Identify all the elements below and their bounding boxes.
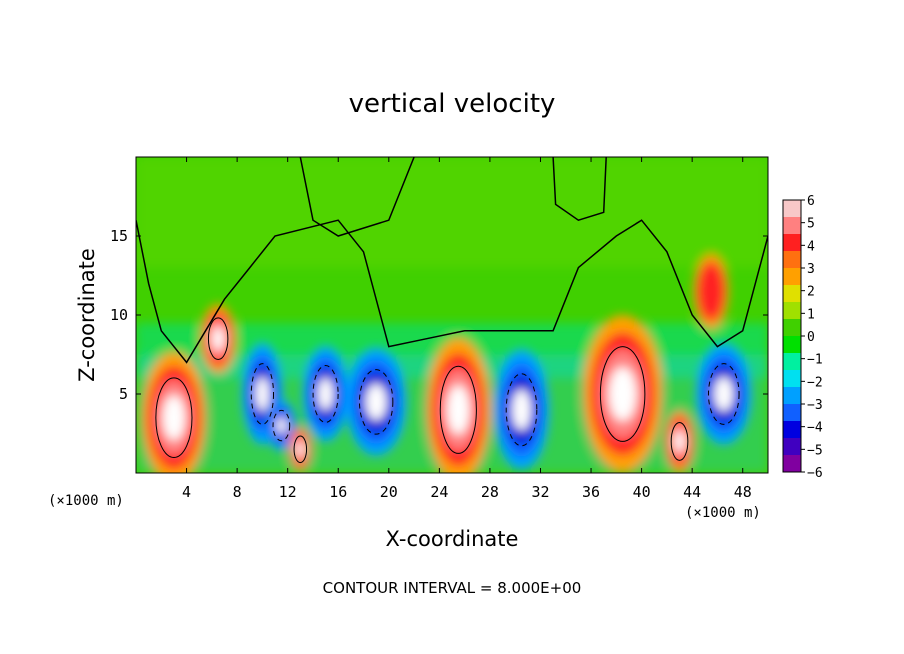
y-tick-label: 15 bbox=[110, 227, 128, 245]
x-tick-label: 8 bbox=[233, 483, 242, 501]
field-ring bbox=[255, 376, 270, 412]
x-tick-label: 20 bbox=[380, 483, 398, 501]
colorbar-swatch bbox=[783, 353, 801, 371]
colorbar-swatch bbox=[783, 438, 801, 456]
y-axis-ticks: 5 10 15 bbox=[110, 227, 768, 403]
updraft-cell bbox=[582, 315, 664, 473]
colorbar-tick-label: 2 bbox=[807, 285, 815, 300]
y-tick-label: 5 bbox=[119, 385, 128, 403]
colorbar-tick-label: −2 bbox=[807, 375, 823, 390]
x-tick-label: 48 bbox=[734, 483, 752, 501]
field-ring bbox=[365, 383, 387, 421]
field-ring bbox=[317, 377, 334, 411]
upper-contour bbox=[299, 157, 415, 237]
contour-lines bbox=[136, 157, 768, 464]
colorbar: 6 5 4 3 2 1 0 −1 −2 −3 −4 −5 −6 bbox=[782, 194, 823, 481]
colorbar-tick-label: 4 bbox=[807, 239, 815, 254]
x-tick-label: 40 bbox=[633, 483, 651, 501]
contour-line bbox=[250, 363, 275, 425]
field-layers bbox=[136, 157, 768, 473]
contour-line bbox=[505, 373, 538, 447]
x-tick-label: 28 bbox=[481, 483, 499, 501]
colorbar-tick-label: 0 bbox=[807, 330, 815, 345]
colorbar-swatch bbox=[783, 404, 801, 422]
contour-line bbox=[358, 369, 394, 435]
chart-title: vertical velocity bbox=[349, 89, 556, 119]
x-axis-unit-right: (×1000 m) bbox=[685, 505, 761, 521]
contour-interval-note: CONTOUR INTERVAL = 8.000E+00 bbox=[323, 579, 582, 597]
x-tick-label: 12 bbox=[279, 483, 297, 501]
y-axis-label: Z-coordinate bbox=[75, 248, 99, 382]
x-tick-label: 24 bbox=[430, 483, 448, 501]
y-tick-label: 10 bbox=[110, 306, 128, 324]
contour-line bbox=[707, 363, 740, 425]
downdraft-cell bbox=[493, 349, 550, 470]
downdraft-cell bbox=[302, 346, 349, 442]
downdraft-cell bbox=[695, 343, 752, 445]
colorbar-tick-label: −6 bbox=[807, 466, 823, 481]
colorbar-swatch bbox=[783, 217, 801, 235]
contour-line bbox=[439, 365, 477, 454]
colorbar-swatch bbox=[783, 387, 801, 405]
updraft-cell bbox=[141, 351, 207, 473]
contour-line bbox=[599, 346, 646, 442]
colorbar-tick-label: 3 bbox=[807, 262, 815, 277]
contour-line bbox=[670, 421, 689, 461]
field-ring bbox=[447, 385, 470, 435]
downdraft-cell bbox=[345, 348, 407, 456]
x-tick-label: 36 bbox=[582, 483, 600, 501]
colorbar-swatch bbox=[783, 200, 801, 218]
colorbar-swatch bbox=[783, 319, 801, 337]
upper-band bbox=[136, 157, 768, 268]
colorbar-tick-label: 6 bbox=[807, 194, 815, 209]
colorbar-swatch bbox=[783, 370, 801, 388]
colorbar-swatch bbox=[783, 336, 801, 354]
field-ring bbox=[212, 326, 225, 351]
colorbar-swatch bbox=[783, 234, 801, 252]
colorbar-swatch bbox=[783, 302, 801, 320]
colorbar-swatch bbox=[783, 268, 801, 286]
x-tick-label: 4 bbox=[182, 483, 191, 501]
colorbar-tick-label: −1 bbox=[807, 353, 823, 368]
field-ring bbox=[276, 417, 287, 435]
colorbar-swatch bbox=[783, 251, 801, 269]
plot-area bbox=[136, 157, 768, 473]
upper-contour bbox=[552, 157, 607, 222]
contour-line bbox=[207, 317, 229, 361]
x-tick-label: 32 bbox=[531, 483, 549, 501]
field-ring bbox=[714, 376, 734, 412]
colorbar-tick-label: −4 bbox=[807, 421, 823, 436]
field-ring bbox=[512, 389, 531, 431]
colorbar-tick-label: −5 bbox=[807, 443, 823, 458]
field-ring bbox=[674, 430, 685, 453]
field-ring bbox=[608, 367, 637, 421]
updraft-cell bbox=[200, 303, 236, 374]
field-ring bbox=[697, 261, 725, 321]
field-ring bbox=[296, 441, 305, 457]
x-axis-ticks: 4 8 12 16 20 24 28 32 36 40 44 48 bbox=[182, 157, 752, 501]
updraft-cell bbox=[425, 337, 492, 473]
colorbar-swatch bbox=[783, 285, 801, 303]
field-ring bbox=[162, 395, 186, 441]
colorbar-swatch bbox=[783, 455, 801, 473]
contour-line bbox=[312, 365, 339, 423]
x-tick-label: 44 bbox=[683, 483, 701, 501]
updraft-cell bbox=[693, 253, 729, 330]
x-axis-unit-left: (×1000 m) bbox=[48, 493, 124, 509]
zero-contour bbox=[136, 219, 768, 364]
updraft-cell bbox=[664, 409, 695, 473]
contour-line bbox=[272, 409, 291, 442]
colorbar-tick-label: 5 bbox=[807, 217, 815, 232]
contour-line bbox=[293, 435, 308, 464]
contour-line bbox=[155, 377, 193, 459]
x-axis-label: X-coordinate bbox=[386, 527, 519, 551]
updraft-cell bbox=[288, 427, 312, 472]
x-tick-label: 16 bbox=[329, 483, 347, 501]
colorbar-swatch bbox=[783, 421, 801, 439]
colorbar-tick-label: 1 bbox=[807, 307, 815, 322]
colorbar-tick-label: −3 bbox=[807, 398, 823, 413]
